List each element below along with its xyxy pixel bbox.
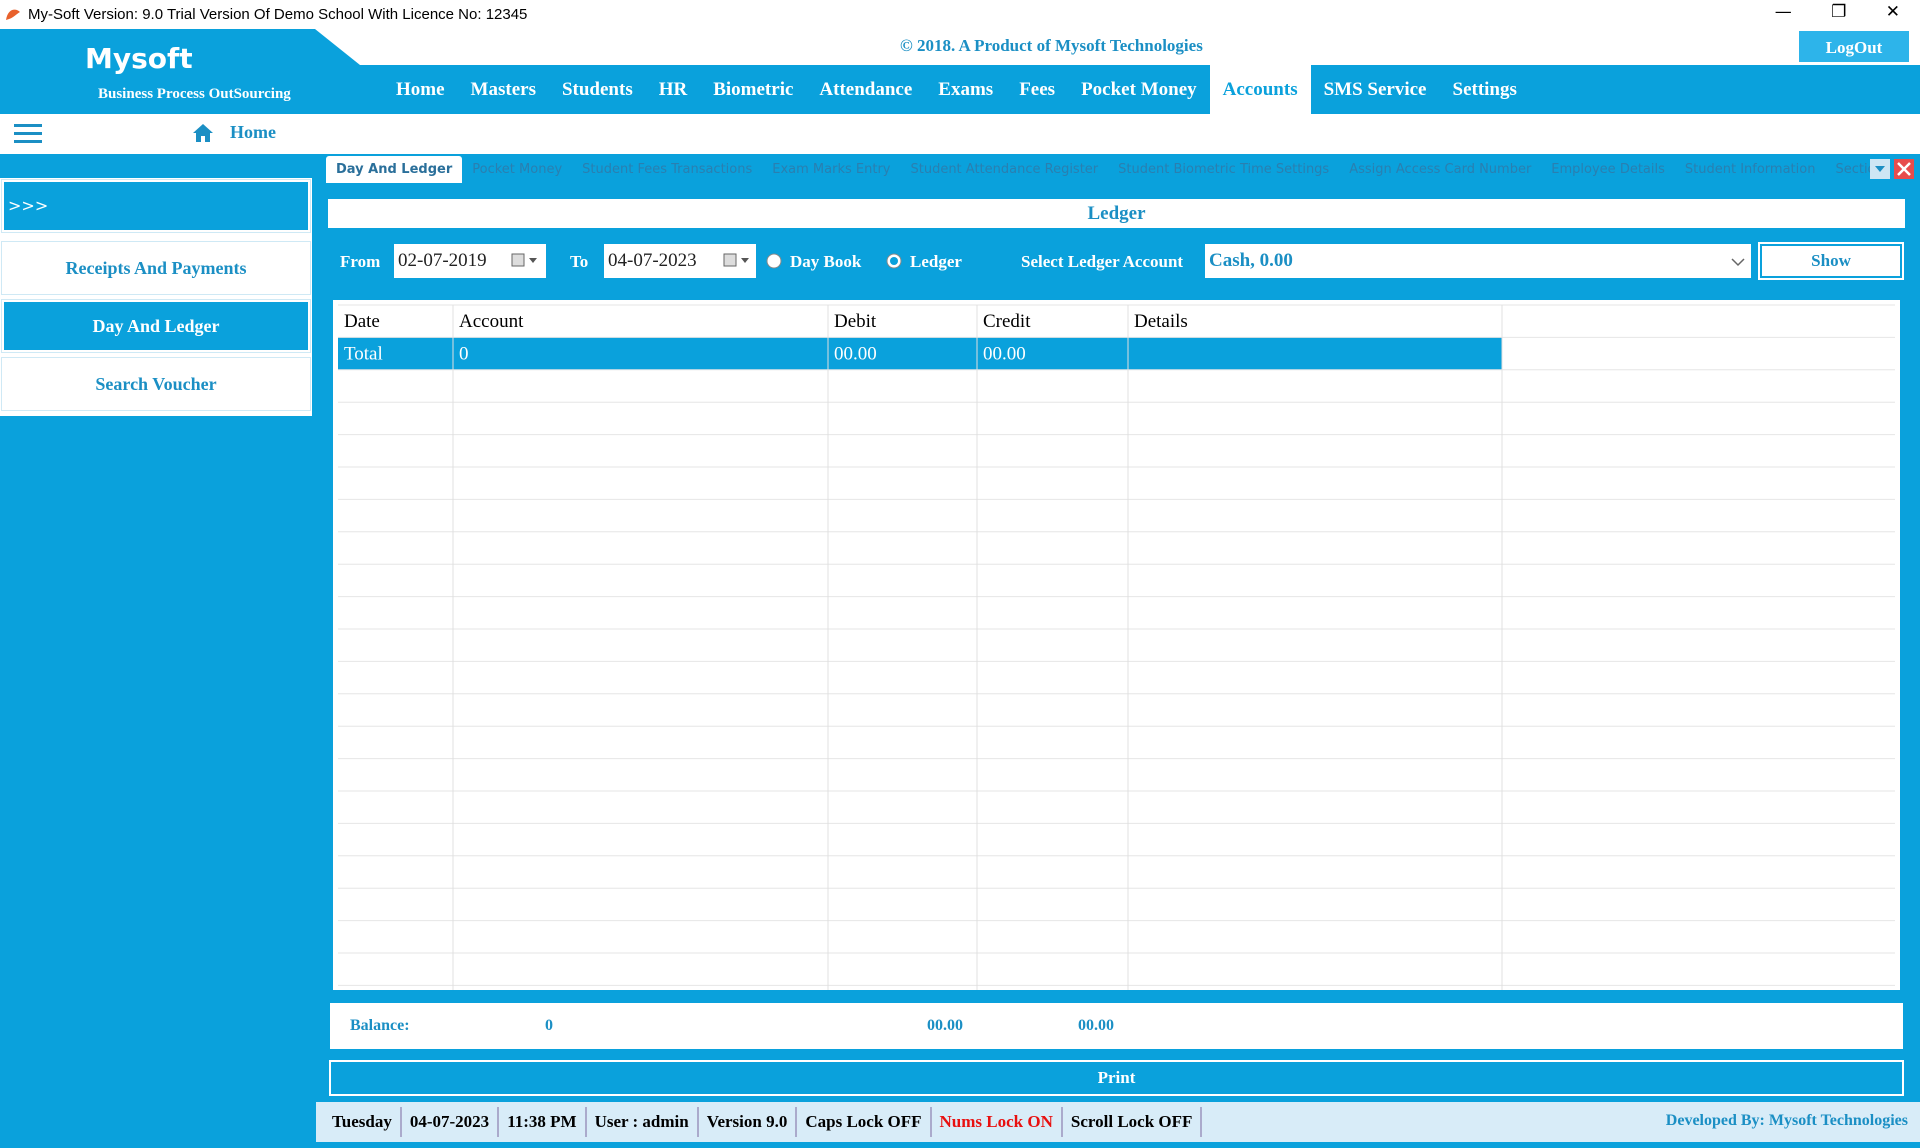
nav-item[interactable]: Accounts [1209, 65, 1311, 114]
balance-value: 00.00 [927, 1017, 963, 1034]
tagline: Business Process OutSourcing [98, 86, 291, 102]
cell: 00.00 [983, 343, 1026, 364]
print-button[interactable]: Print [329, 1060, 1904, 1096]
radio-daybook[interactable] [766, 252, 784, 270]
nav-item[interactable]: Biometric [713, 79, 794, 100]
developer-credit: Developed By: Mysoft Technologies [1665, 1112, 1908, 1129]
dropdown-arrow[interactable] [1730, 255, 1746, 269]
nav-item[interactable]: SMS Service [1323, 79, 1427, 100]
balance-value: 0 [545, 1017, 553, 1034]
column-header[interactable]: Date [344, 311, 380, 332]
home-icon[interactable] [192, 122, 214, 144]
brand: Mysoft [85, 42, 193, 75]
calendar-icon[interactable] [510, 252, 542, 270]
balance-bar: Balance: 0 00.00 00.00 [329, 1002, 1904, 1050]
tab[interactable]: Pocket Money [472, 162, 563, 177]
logo-block [0, 29, 360, 114]
column-header[interactable]: Credit [983, 311, 1031, 332]
window-title: My-Soft Version: 9.0 Trial Version Of De… [28, 6, 528, 23]
show-button[interactable]: Show [1760, 244, 1902, 278]
sidebar-item[interactable]: Receipts And Payments [2, 242, 310, 294]
nav-item[interactable]: Home [396, 79, 445, 100]
nav-item[interactable]: Masters [470, 79, 536, 100]
nav-item[interactable]: Exams [938, 79, 994, 100]
option-label[interactable]: Ledger [910, 252, 962, 271]
status-item: Version 9.0 [699, 1107, 798, 1137]
sidebar-toggle[interactable]: >>> [2, 180, 310, 232]
nav-list: Home Masters Students HR Biometric Attendance… [383, 65, 1530, 114]
tab-strip: Day And Ledger Pocket Money Student Fees T… [316, 156, 1920, 183]
nav-item[interactable]: HR [658, 79, 688, 100]
sidebar-item[interactable]: Day And Ledger [2, 300, 310, 352]
app-icon [6, 9, 20, 20]
ledger-title: Ledger [327, 198, 1906, 229]
status-item: Tuesday [324, 1107, 402, 1137]
status-item: Scroll Lock OFF [1063, 1107, 1203, 1137]
nav-item[interactable]: Attendance [819, 79, 913, 100]
option-label[interactable]: Day Book [790, 252, 862, 271]
radio-ledger[interactable] [886, 252, 904, 270]
calendar-icon[interactable] [722, 252, 754, 270]
tab[interactable]: Student Information [1684, 162, 1816, 177]
status-item: User : admin [587, 1107, 699, 1137]
cell: Total [344, 343, 383, 364]
cell: 00.00 [834, 343, 877, 364]
balance-label: Balance: [350, 1017, 410, 1034]
to-label: To [570, 252, 589, 271]
logout-button[interactable]: LogOut [1798, 30, 1910, 63]
balance-value: 00.00 [1078, 1017, 1114, 1034]
column-header[interactable]: Debit [834, 311, 877, 332]
sidebar-item[interactable]: Search Voucher [2, 358, 310, 410]
tab[interactable]: Exam Marks Entry [772, 162, 891, 177]
tab[interactable]: Employee Details [1551, 162, 1665, 177]
table-grid: Date Account Debit Credit Details Total 0 00.00… [338, 304, 1895, 990]
account-select[interactable]: Cash, 0.00 [1205, 244, 1751, 278]
menu-icon[interactable] [14, 122, 42, 146]
status-item: 11:38 PM [499, 1107, 587, 1137]
tab-controls[interactable] [1870, 158, 1916, 180]
top-strip [315, 29, 1920, 65]
window-controls[interactable]: — ❐ ✕ [1774, 2, 1900, 22]
tab[interactable]: Student Fees Transactions [582, 162, 753, 177]
cell: 0 [459, 343, 469, 364]
column-header[interactable]: Account [459, 311, 524, 332]
nav-item[interactable]: Students [561, 79, 633, 100]
sidebar: >>> Receipts And Payments Day And Ledger S… [0, 178, 312, 416]
tab[interactable]: Student Attendance Register [910, 162, 1099, 177]
tab[interactable]: Day And Ledger [326, 156, 463, 183]
nav-item[interactable]: Pocket Money [1081, 79, 1197, 100]
copyright: © 2018. A Product of Mysoft Technologies [900, 36, 1203, 55]
breadcrumb-home[interactable]: Home [230, 122, 276, 142]
ledger-table: Date Account Debit Credit Details Total 0 00.00… [329, 296, 1904, 994]
status-item: Caps Lock OFF [797, 1107, 932, 1137]
nav-item[interactable]: Fees [1019, 79, 1056, 100]
title-bar: My-Soft Version: 9.0 Trial Version Of De… [0, 0, 1920, 29]
status-bar: Tuesday 04-07-2023 11:38 PM User : admin Ver… [316, 1102, 1920, 1142]
from-label: From [340, 252, 381, 271]
tab[interactable]: Student Biometric Time Settings [1118, 162, 1330, 177]
total-row-bg [338, 337, 1502, 370]
breadcrumb-bar [0, 114, 1920, 154]
tab[interactable]: Assign Access Card Number [1349, 162, 1532, 177]
status-item: Nums Lock ON [932, 1107, 1063, 1137]
account-label: Select Ledger Account [1021, 252, 1184, 271]
status-item: 04-07-2023 [402, 1107, 500, 1137]
column-header[interactable]: Details [1134, 311, 1188, 332]
nav-item[interactable]: Settings [1452, 79, 1517, 100]
